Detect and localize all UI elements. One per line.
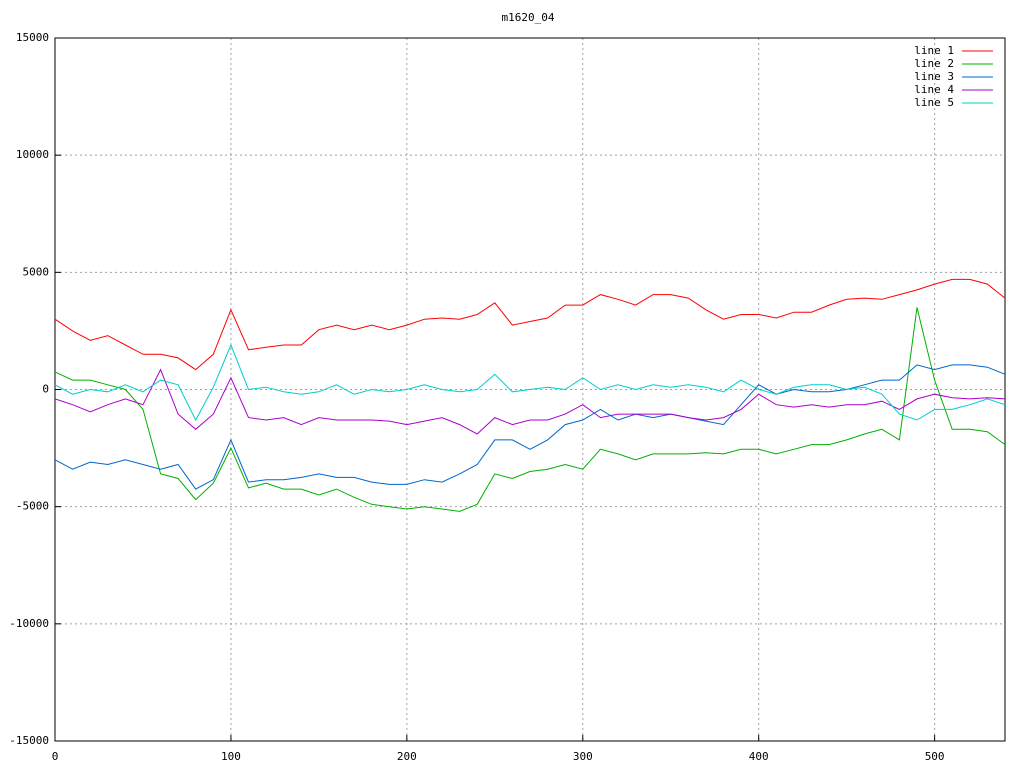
y-tick-label: 5000 [23,265,50,278]
x-tick-label: 200 [397,750,417,763]
series-line [54,307,1006,512]
x-tick-label: 100 [221,750,241,763]
legend-label: line 5 [914,96,954,109]
y-tick-label: 0 [42,383,49,396]
y-tick-label: 10000 [16,148,49,161]
y-tick-label: -5000 [16,500,49,513]
legend-label: line 1 [914,44,954,57]
legend-label: line 3 [914,70,954,83]
y-tick-label: -15000 [9,734,49,747]
series-line [54,343,1006,422]
series-line [54,368,1006,435]
x-tick-label: 300 [573,750,593,763]
chart-title: m1620_04 [502,11,555,24]
x-tick-label: 400 [749,750,769,763]
y-tick-label: -10000 [9,617,49,630]
x-tick-label: 500 [925,750,945,763]
legend-label: line 2 [914,57,954,70]
plot-border [54,37,1006,742]
x-tick-label: 0 [52,750,59,763]
series-line [54,278,1006,371]
legend-label: line 4 [914,83,954,96]
y-tick-label: 15000 [16,31,49,44]
